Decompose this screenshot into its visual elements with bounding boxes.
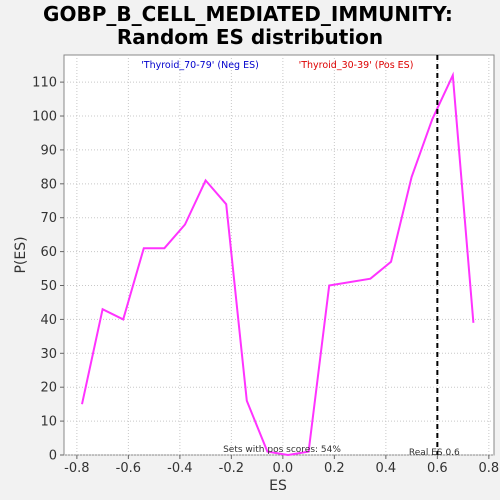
x-tick-label: -0.6 (116, 461, 141, 476)
series-layer (81, 71, 475, 457)
x-tick-label: 0.2 (324, 461, 345, 476)
x-axis-label: ES (269, 478, 287, 494)
y-tick-label: 20 (40, 381, 57, 396)
es-distribution-line (81, 71, 475, 457)
y-tick-label: 80 (40, 177, 57, 192)
x-tick-label: -0.4 (167, 461, 192, 476)
y-tick-label: 60 (40, 245, 57, 260)
real-es-label: Real ES 0.6 (409, 448, 460, 458)
y-tick-label: 40 (40, 313, 57, 328)
x-tick-label: 0.0 (273, 461, 294, 476)
y-tick-label: 0 (49, 449, 57, 464)
pos-scores-annotation: Sets with pos scores: 54% (223, 445, 341, 455)
y-tick-label: 110 (32, 76, 57, 91)
y-tick-label: 90 (40, 143, 57, 158)
legend-neg-es: 'Thyroid_70-79' (Neg ES) (141, 60, 259, 71)
axes: 0 10 20 30 40 50 60 70 80 90 100 110 -0.8 -0.6 -0.4 -0.… (32, 76, 499, 476)
y-tick-label: 10 (40, 415, 57, 430)
x-tick-label: 0.4 (376, 461, 397, 476)
y-tick-label: 50 (40, 279, 57, 294)
x-tick-label: 0.6 (427, 461, 448, 476)
x-tick-label: -0.2 (219, 461, 244, 476)
x-tick-label: -0.8 (64, 461, 89, 476)
grid (64, 55, 494, 456)
y-axis-label: P(ES) (13, 236, 29, 273)
chart-title-line-2: Random ES distribution (117, 25, 383, 49)
legend-pos-es: 'Thyroid_30-39' (Pos ES) (299, 60, 414, 71)
plot-area (63, 54, 495, 456)
y-tick-label: 30 (40, 347, 57, 362)
chart-title-line-1: GOBP_B_CELL_MEDIATED_IMMUNITY: (43, 2, 453, 26)
y-tick-label: 70 (40, 211, 57, 226)
y-tick-label: 100 (32, 110, 57, 125)
x-tick-label: 0.8 (479, 461, 500, 476)
